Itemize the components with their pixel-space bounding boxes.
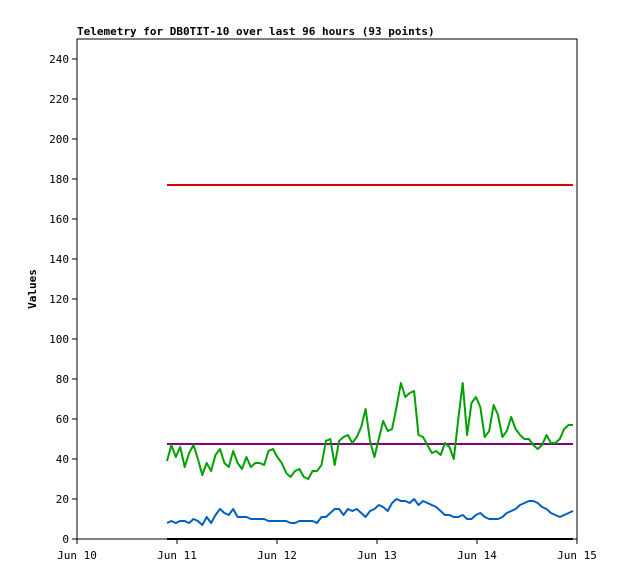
x-tick-label: Jun 11 — [157, 549, 197, 562]
x-tick-label: Jun 15 — [557, 549, 597, 562]
y-tick-label: 140 — [49, 253, 69, 266]
x-tick-label: Jun 10 — [57, 549, 97, 562]
y-tick-label: 40 — [56, 453, 69, 466]
series-line-3 — [166, 498, 574, 526]
y-tick-label: 20 — [56, 493, 69, 506]
x-tick-label: Jun 14 — [457, 549, 497, 562]
x-axis: Jun 10 Jun 11 Jun 12 Jun 13 Jun 14 Jun 15 — [57, 539, 597, 562]
plot-area — [76, 38, 578, 540]
y-tick-label: 200 — [49, 133, 69, 146]
y-tick-label: 100 — [49, 333, 69, 346]
y-tick-label: 160 — [49, 213, 69, 226]
y-tick-label: 80 — [56, 373, 69, 386]
y-axis-label: Values — [26, 269, 39, 309]
y-tick-label: 240 — [49, 53, 69, 66]
y-axis: 0 20 40 60 80 100 120 140 160 180 200 220 240 — [49, 53, 77, 546]
y-tick-label: 120 — [49, 293, 69, 306]
x-tick-label: Jun 13 — [357, 549, 397, 562]
y-tick-label: 60 — [56, 413, 69, 426]
x-tick-label: Jun 12 — [257, 549, 297, 562]
chart-title: Telemetry for DB0TIT-10 over last 96 hou… — [77, 25, 435, 38]
y-tick-label: 180 — [49, 173, 69, 186]
y-tick-label: 0 — [62, 533, 69, 546]
y-tick-label: 220 — [49, 93, 69, 106]
series-layer — [166, 184, 574, 540]
series-line-2 — [166, 382, 573, 480]
